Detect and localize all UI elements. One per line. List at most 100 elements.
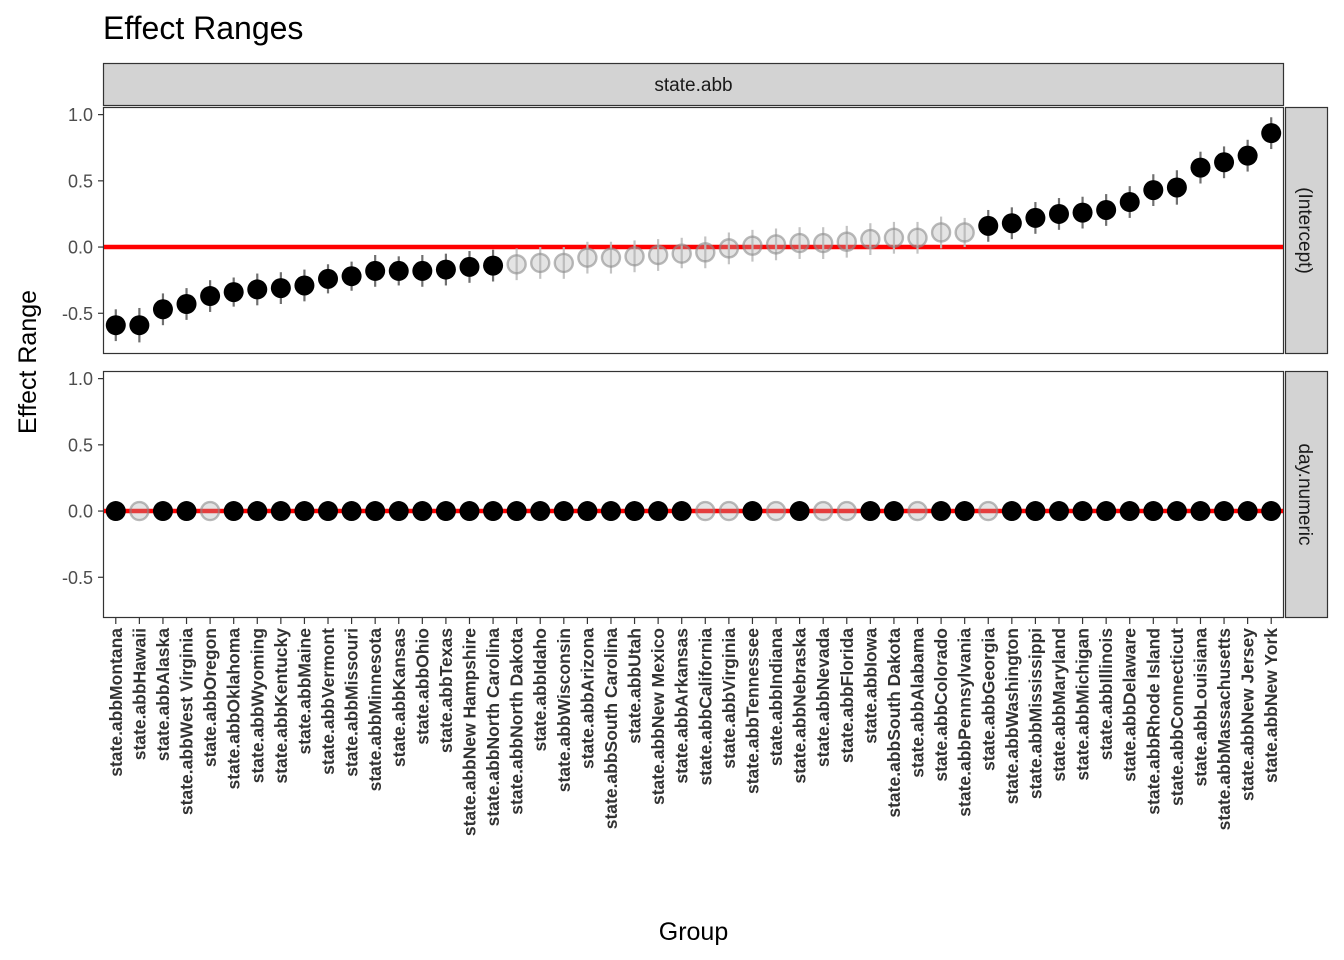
data-point: [1190, 501, 1211, 522]
x-tick-label: state.abbConnecticut: [1167, 628, 1187, 806]
data-point: [435, 501, 456, 522]
data-point-nonsignificant: [577, 247, 598, 268]
x-tick-label: state.abbIowa: [860, 628, 880, 744]
data-point-nonsignificant: [954, 222, 975, 243]
panel-day-numeric: day.numeric -0.5 0.0 0.5 1.0: [62, 369, 1329, 619]
data-point: [341, 501, 362, 522]
data-point: [412, 260, 433, 281]
panel-border: [102, 106, 1285, 355]
data-point: [553, 501, 574, 522]
data-point: [1119, 192, 1140, 213]
data-point: [247, 501, 268, 522]
data-point: [1048, 203, 1069, 224]
data-point-nonsignificant: [930, 222, 952, 243]
x-tick-label: state.abbNew York: [1261, 628, 1281, 783]
row-strip: [1284, 370, 1329, 619]
x-axis-title: Group: [659, 918, 728, 946]
y-tick-label: 0.0: [68, 502, 93, 522]
data-point: [294, 275, 315, 296]
data-point-nonsignificant: [718, 500, 740, 522]
x-tick-label: state.abbColorado: [931, 628, 951, 782]
data-point: [152, 501, 173, 522]
data-point-nonsignificant: [600, 247, 622, 268]
data-point: [176, 501, 197, 522]
row-strip: [1284, 106, 1329, 355]
marks-panel-2: [104, 500, 1283, 522]
data-point: [105, 501, 126, 522]
data-point: [1119, 501, 1140, 522]
data-point: [270, 501, 291, 522]
row-strip-label: day.numeric: [1294, 443, 1315, 545]
data-point: [341, 266, 362, 287]
data-point: [459, 256, 480, 277]
x-tick-label: state.abbMinnesota: [365, 628, 385, 792]
data-point-nonsignificant: [812, 500, 834, 522]
data-point: [1143, 501, 1164, 522]
x-tick-label: state.abbCalifornia: [695, 628, 715, 786]
x-tick-label: state.abbGeorgia: [978, 628, 998, 771]
data-point-nonsignificant: [530, 252, 551, 274]
x-tick-label: state.abbNevada: [813, 628, 833, 767]
data-point: [105, 315, 126, 336]
column-strip: [102, 62, 1285, 107]
x-tick-label: state.abbMontana: [106, 628, 126, 777]
data-point: [1001, 501, 1022, 522]
x-tick-label: state.abbSouth Carolina: [601, 628, 621, 830]
data-point: [600, 501, 621, 522]
x-tick-label: state.abbMissouri: [342, 628, 362, 777]
data-point: [483, 255, 504, 276]
data-point-nonsignificant: [765, 500, 787, 522]
y-tick-label: 1.0: [68, 105, 93, 125]
row-strip-label: (Intercept): [1294, 187, 1315, 274]
x-tick-label: state.abbTennessee: [742, 628, 762, 794]
x-tick-label: state.abbDelaware: [1120, 628, 1140, 782]
data-point-nonsignificant: [624, 246, 645, 267]
data-point: [412, 501, 433, 522]
x-tick-label: state.abbNorth Carolina: [483, 628, 503, 827]
data-point-nonsignificant: [718, 238, 740, 259]
data-point: [1214, 152, 1235, 173]
data-point: [1261, 123, 1282, 144]
x-tick-label: state.abbWashington: [1002, 628, 1022, 804]
data-point: [1072, 501, 1093, 522]
data-point: [1025, 207, 1046, 228]
x-tick-label: state.abbHawaii: [129, 628, 149, 760]
data-point: [577, 501, 598, 522]
x-tick-label: state.abbFlorida: [837, 628, 857, 763]
data-point-nonsignificant: [553, 252, 575, 274]
x-tick-label: state.abbIndiana: [766, 628, 786, 766]
data-point: [624, 501, 645, 522]
x-tick-label: state.abbOregon: [200, 628, 220, 767]
data-point: [1190, 157, 1211, 178]
x-tick-label: state.abbLouisiana: [1190, 628, 1210, 787]
data-point: [1048, 501, 1069, 522]
y-axis-title: Effect Range: [14, 290, 42, 434]
x-tick-label: state.abbRhode Island: [1143, 628, 1163, 815]
y-tick-label: 0.0: [68, 238, 93, 258]
x-tick-label: state.abbVermont: [318, 628, 338, 775]
x-tick-label: state.abbNew Hampshire: [459, 628, 479, 836]
data-point: [1025, 501, 1046, 522]
data-point: [1143, 180, 1164, 201]
y-tick-label: -0.5: [62, 568, 93, 588]
data-point: [318, 501, 339, 522]
x-tick-label: state.abbMichigan: [1073, 628, 1093, 781]
x-tick-label: state.abbWest Virginia: [177, 628, 197, 815]
x-tick-label: state.abbUtah: [625, 628, 645, 744]
data-point: [200, 286, 221, 307]
data-point-nonsignificant: [907, 500, 928, 522]
data-point: [883, 501, 904, 522]
data-point: [506, 501, 527, 522]
y-tick-label: 1.0: [68, 369, 93, 389]
x-tick-label: state.abbMaine: [294, 628, 314, 755]
data-point: [1096, 501, 1117, 522]
x-tick-label: state.abbVirginia: [719, 628, 739, 769]
data-point: [931, 501, 952, 522]
x-tick-label: state.abbKentucky: [271, 628, 291, 784]
x-tick-label: state.abbMassachusetts: [1214, 628, 1234, 831]
panel-intercept: (Intercept) -0.5 0.0 0.5 1.0: [62, 105, 1329, 355]
data-point: [435, 259, 456, 280]
data-point: [1096, 199, 1117, 220]
data-point-nonsignificant: [129, 500, 150, 522]
